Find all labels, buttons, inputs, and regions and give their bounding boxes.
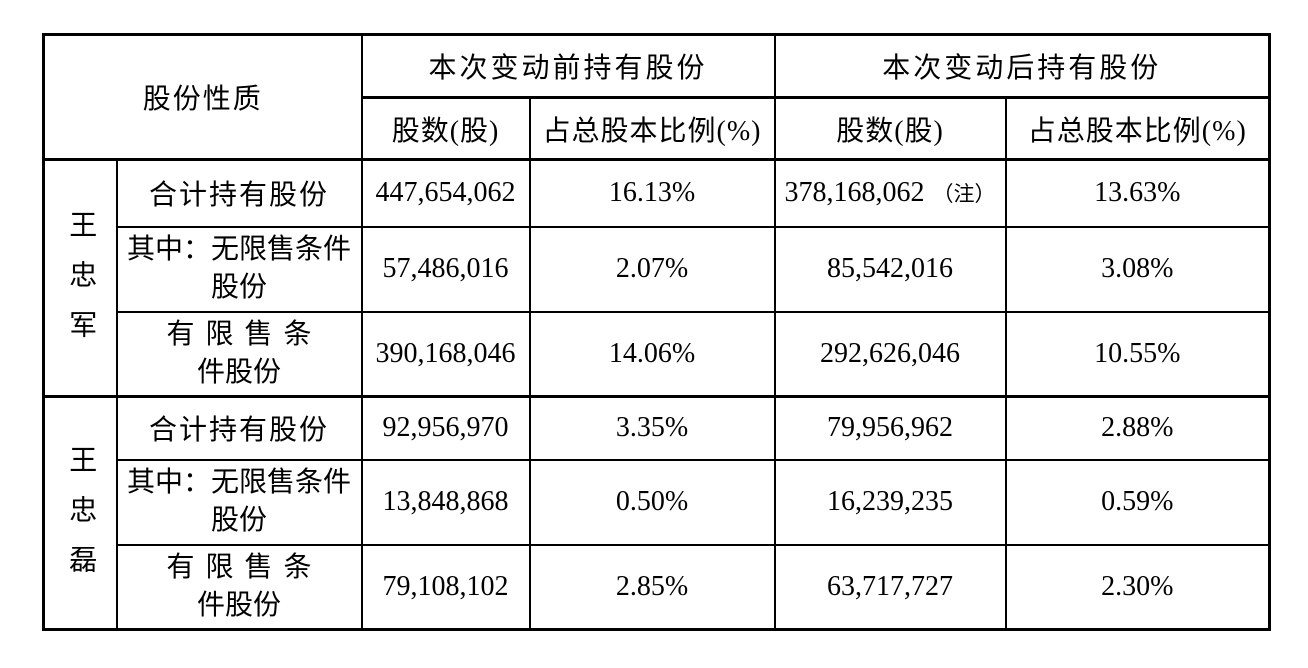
header-after-pct: 占总股本比例(%): [1004, 96, 1271, 161]
table-row: 其中：无限售条件 股份 57,486,016 2.07% 85,542,016 …: [44, 225, 1271, 313]
after-pct-cell: 13.63%: [1004, 158, 1271, 228]
row-label-cell: 有 限 售 条 件股份: [115, 310, 363, 398]
row-label-line1: 其中：无限售条件: [127, 467, 352, 498]
header-after-change-group: 本次变动后持有股份: [773, 33, 1271, 99]
header-share-nature: 股份性质: [42, 33, 363, 161]
row-label-cell: 有 限 售 条 件股份: [115, 543, 363, 631]
after-shares-cell: 63,717,727: [773, 543, 1007, 631]
header-row-columns: 股数(股) 占总股本比例(%) 股数(股) 占总股本比例(%): [44, 96, 1271, 161]
after-shares-cell: 85,542,016: [773, 225, 1007, 313]
after-pct-cell: 2.88%: [1004, 395, 1271, 461]
shareholder-name-cell: 王忠磊: [42, 395, 118, 631]
shareholder-name: 王忠军: [65, 210, 97, 360]
row-label-line2: 件股份: [197, 356, 282, 388]
after-pct-cell: 3.08%: [1004, 225, 1271, 313]
before-pct-cell: 0.50%: [528, 458, 776, 546]
after-shares-cell: 79,956,962: [773, 395, 1007, 461]
before-shares-cell: 79,108,102: [360, 543, 531, 631]
row-label-line1: 有 限 售 条: [166, 318, 312, 350]
table-row: 王忠军 合计持有股份 447,654,062 16.13% 378,168,06…: [42, 158, 1271, 398]
footnote-marker: （注）: [932, 182, 996, 207]
row-label-cell: 其中：无限售条件 股份: [115, 225, 363, 313]
row-label-line2: 股份: [211, 272, 268, 303]
before-shares-cell: 13,848,868: [360, 458, 531, 546]
header-before-shares: 股数(股): [360, 96, 531, 161]
after-shares-value: 378,168,062: [784, 177, 925, 209]
after-shares-cell: 16,239,235: [773, 458, 1007, 546]
shareholder-name: 王忠磊: [65, 445, 97, 595]
header-before-pct: 占总股本比例(%): [528, 96, 776, 161]
table-row: 王忠磊 合计持有股份 92,956,970 3.35% 79,956,962 2…: [42, 395, 1271, 631]
after-shares-cell: 378,168,062 （注）: [773, 158, 1007, 228]
header-after-shares: 股数(股): [773, 96, 1007, 161]
after-pct-cell: 10.55%: [1004, 310, 1271, 398]
row-label-cell: 合计持有股份: [115, 395, 363, 461]
before-pct-cell: 2.07%: [528, 225, 776, 313]
shareholding-table: 股份性质 本次变动前持有股份 本次变动后持有股份 股数(股) 占总股本比例(%)…: [42, 33, 1272, 631]
row-label-cell: 合计持有股份: [115, 158, 363, 228]
before-shares-cell: 57,486,016: [360, 225, 531, 313]
before-shares-cell: 390,168,046: [360, 310, 531, 398]
before-shares-cell: 92,956,970: [360, 395, 531, 461]
row-label-line2: 股份: [211, 505, 268, 536]
after-pct-cell: 2.30%: [1004, 543, 1271, 631]
row-label-line2: 件股份: [197, 589, 282, 621]
header-row-groups: 股份性质 本次变动前持有股份 本次变动后持有股份: [42, 33, 1271, 161]
before-shares-cell: 447,654,062: [360, 158, 531, 228]
shareholder-name-cell: 王忠军: [42, 158, 118, 398]
header-before-change-group: 本次变动前持有股份: [360, 33, 776, 99]
table-row: 有 限 售 条 件股份 79,108,102 2.85% 63,717,727 …: [44, 543, 1271, 631]
before-pct-cell: 2.85%: [528, 543, 776, 631]
row-label-cell: 其中：无限售条件 股份: [115, 458, 363, 546]
after-shares-cell: 292,626,046: [773, 310, 1007, 398]
table-row: 有 限 售 条 件股份 390,168,046 14.06% 292,626,0…: [44, 310, 1271, 398]
after-pct-cell: 0.59%: [1004, 458, 1271, 546]
before-pct-cell: 3.35%: [528, 395, 776, 461]
before-pct-cell: 16.13%: [528, 158, 776, 228]
row-label-line1: 其中：无限售条件: [127, 234, 352, 265]
table-row: 其中：无限售条件 股份 13,848,868 0.50% 16,239,235 …: [44, 458, 1271, 546]
before-pct-cell: 14.06%: [528, 310, 776, 398]
row-label-line1: 有 限 售 条: [166, 551, 312, 583]
